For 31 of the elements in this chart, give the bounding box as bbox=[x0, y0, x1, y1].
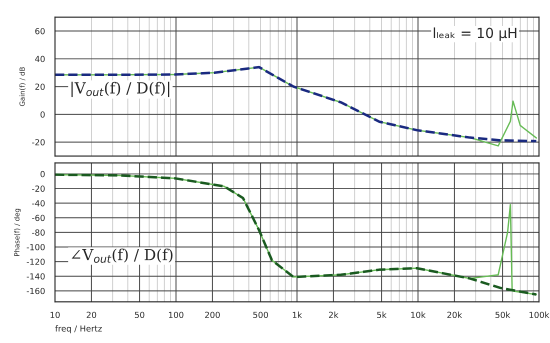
x-tick-label: 1k bbox=[292, 312, 302, 318]
y-tick-label: -60 bbox=[32, 214, 45, 222]
y-tick-label: -100 bbox=[26, 244, 45, 250]
y-tick-label: -20 bbox=[32, 186, 45, 192]
y-tick-label: -160 bbox=[26, 288, 45, 294]
x-tick-label: 100 bbox=[168, 312, 184, 318]
y-tick-label: 0 bbox=[40, 170, 45, 178]
x-tick-label: 20 bbox=[86, 312, 96, 318]
x-tick-label: 5k bbox=[377, 312, 387, 318]
x-tick-label: 10 bbox=[50, 312, 60, 318]
x-tick-label: 200 bbox=[205, 312, 220, 318]
y-tick-label: -40 bbox=[32, 200, 45, 206]
y-tick-label: 20 bbox=[35, 84, 45, 90]
y-tick-label: 0 bbox=[40, 111, 45, 118]
y-tick-label: -140 bbox=[26, 273, 45, 280]
y-tick-label: -20 bbox=[32, 139, 45, 146]
x-tick-label: 50k bbox=[496, 312, 510, 318]
annotation: ∠V$_{out}$(f) / D(f) bbox=[72, 248, 172, 263]
annotation: lₗₑₐₖ = 10 μH bbox=[434, 27, 516, 41]
x-tick-label: 2k bbox=[328, 312, 338, 318]
annotation: |V$_{out}$(f) / D(f)| bbox=[71, 82, 170, 98]
y-tick-label: 40 bbox=[35, 56, 45, 62]
x-tick-label: 500 bbox=[253, 312, 268, 318]
x-tick-label: 50 bbox=[134, 312, 144, 318]
x-tick-label: 20k bbox=[447, 312, 462, 318]
y-tick-label: -120 bbox=[26, 258, 45, 265]
x-tick-label: 100k bbox=[530, 312, 550, 318]
x-tick-label: 10k bbox=[411, 312, 426, 318]
y-tick-label: -80 bbox=[32, 229, 45, 236]
x-axis-title: freq / Hertz bbox=[55, 325, 102, 334]
y-tick-label: 60 bbox=[35, 28, 45, 34]
